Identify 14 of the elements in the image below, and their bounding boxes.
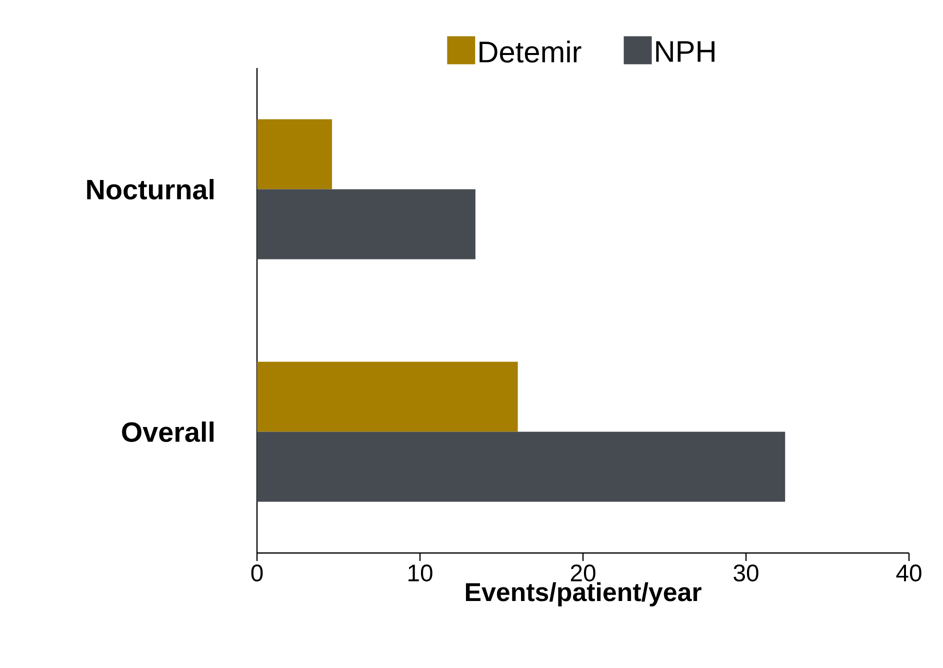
x-tick-label: 40	[896, 564, 922, 582]
y-tick-label: Nocturnal	[87, 179, 214, 200]
bar	[257, 362, 518, 432]
x-tick-label: 10	[408, 564, 432, 582]
x-tick-label: 0	[251, 564, 263, 582]
bar	[257, 432, 786, 502]
bar	[257, 119, 332, 190]
bar	[257, 189, 476, 260]
x-tick-label: 30	[734, 564, 758, 582]
legend-label: Detemir	[480, 40, 582, 63]
y-tick-label: Overall	[122, 422, 214, 442]
legend-label: NPH	[656, 41, 714, 62]
x-axis-title: Events/patient/year	[466, 582, 702, 606]
x-tick-label: 20	[570, 564, 596, 582]
